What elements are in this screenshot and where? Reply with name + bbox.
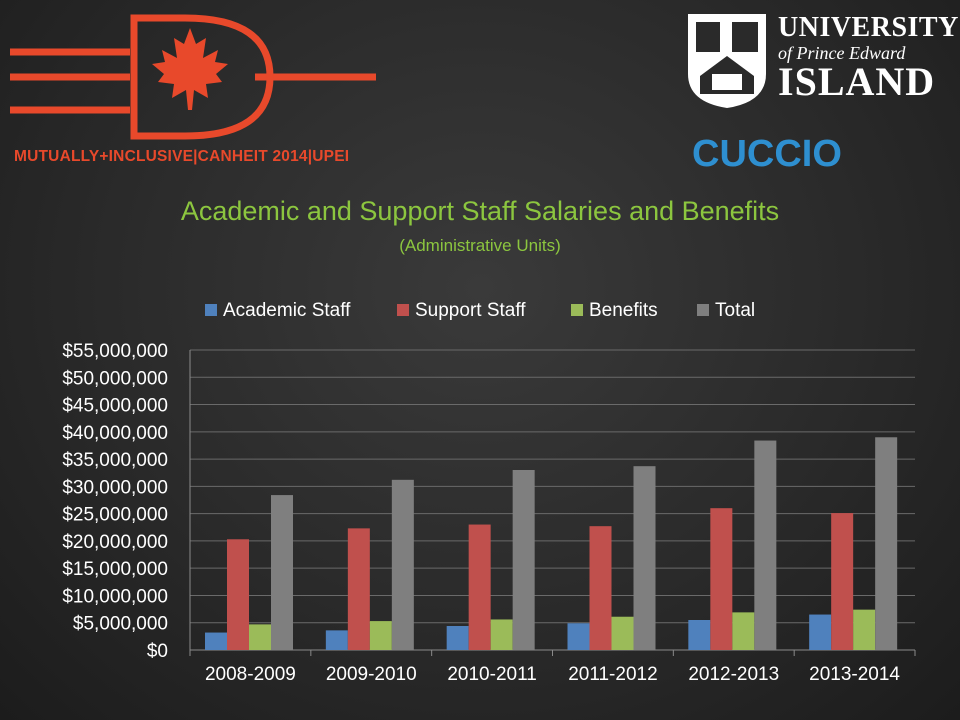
- x-tick-label: 2008-2009: [205, 664, 296, 685]
- bar-academic-staff: [325, 630, 348, 650]
- university-crest-icon: [688, 14, 766, 108]
- bar-support-staff: [710, 508, 733, 650]
- conference-banner: MUTUALLY+INCLUSIVE|CANHEIT 2014|UPEI: [14, 148, 350, 165]
- legend-swatch: [571, 304, 583, 316]
- legend-label: Total: [715, 300, 755, 321]
- x-tick-label: 2011-2012: [568, 664, 657, 685]
- bar-total: [271, 495, 293, 650]
- bar-support-staff: [831, 513, 854, 650]
- bar-benefits: [249, 624, 271, 650]
- y-tick-label: $25,000,000: [62, 505, 168, 526]
- university-name-line3: ISLAND: [778, 59, 936, 104]
- bar-academic-staff: [205, 632, 227, 650]
- bar-chart: Academic Staff Support Staff Benefits Total…: [62, 300, 916, 685]
- x-tick-label: 2009-2010: [326, 664, 417, 685]
- bar-benefits: [369, 621, 392, 650]
- university-name-line2: of Prince Edward: [778, 43, 906, 63]
- legend-label: Support Staff: [415, 300, 526, 321]
- bar-academic-staff: [446, 626, 469, 650]
- bar-total: [875, 437, 898, 650]
- bar-total: [633, 466, 656, 650]
- cuccio-logo: CUCCIO: [692, 132, 842, 175]
- canheit-logo: [10, 14, 376, 140]
- bar-benefits: [732, 612, 755, 650]
- y-tick-label: $0: [147, 641, 168, 662]
- chart-subtitle: (Administrative Units): [399, 236, 561, 255]
- legend-swatch: [205, 304, 217, 316]
- y-tick-label: $10,000,000: [62, 586, 168, 607]
- legend-label: Academic Staff: [223, 300, 351, 321]
- y-tick-label: $50,000,000: [62, 368, 168, 389]
- legend-swatch: [697, 304, 709, 316]
- bar-academic-staff: [688, 620, 711, 650]
- chart-title: Academic and Support Staff Salaries and …: [180, 196, 780, 226]
- legend-swatch: [397, 304, 409, 316]
- y-tick-label: $5,000,000: [73, 614, 168, 635]
- x-tick-label: 2013-2014: [809, 664, 900, 685]
- maple-leaf-icon: [152, 28, 228, 110]
- y-tick-label: $20,000,000: [62, 532, 168, 553]
- bar-benefits: [490, 619, 513, 650]
- bar-support-staff: [468, 524, 491, 650]
- upei-logo: UNIVERSITY of Prince Edward ISLAND: [686, 12, 958, 112]
- bar-support-staff: [589, 526, 612, 650]
- y-tick-label: $55,000,000: [62, 341, 168, 362]
- y-tick-label: $30,000,000: [62, 477, 168, 498]
- cuccio-wordmark: CUCCIO: [692, 132, 842, 175]
- bar-benefits: [611, 616, 634, 650]
- x-tick-label: 2012-2013: [688, 664, 779, 685]
- bar-support-staff: [347, 528, 370, 650]
- y-tick-label: $40,000,000: [62, 423, 168, 444]
- bar-academic-staff: [809, 614, 832, 650]
- x-tick-label: 2010-2011: [447, 664, 536, 685]
- bar-support-staff: [227, 539, 249, 650]
- bar-total: [512, 470, 535, 650]
- bar-total: [391, 479, 414, 650]
- bar-benefits: [853, 609, 876, 650]
- legend-label: Benefits: [589, 300, 658, 321]
- y-tick-label: $15,000,000: [62, 559, 168, 580]
- y-tick-label: $45,000,000: [62, 396, 168, 417]
- university-name-line1: UNIVERSITY: [778, 12, 959, 43]
- y-tick-label: $35,000,000: [62, 450, 168, 471]
- bar-academic-staff: [567, 623, 590, 650]
- bar-total: [754, 440, 777, 650]
